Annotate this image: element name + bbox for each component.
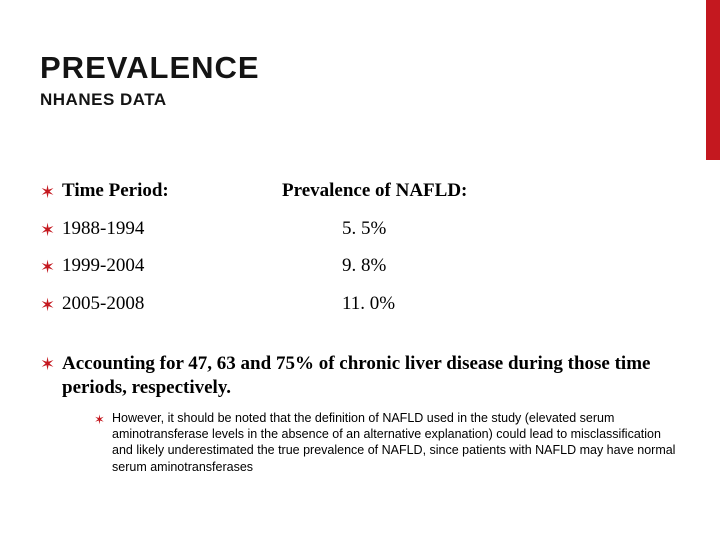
period-cell: 1988-1994 [62,218,282,240]
asterisk-icon: ✶ [94,410,112,428]
data-row: ✶ 1999-2004 9. 8% [40,255,680,279]
header-row: ✶ Time Period: Prevalence of NAFLD: [40,180,680,204]
asterisk-icon: ✶ [40,255,62,279]
summary-text: Accounting for 47, 63 and 75% of chronic… [62,352,680,400]
data-row: ✶ 2005-2008 11. 0% [40,293,680,317]
asterisk-icon: ✶ [40,352,62,376]
footnote-text: However, it should be noted that the def… [112,410,680,475]
slide: PREVALENCE NHANES DATA ✶ Time Period: Pr… [0,0,720,495]
accent-bar [706,0,720,160]
period-cell: 1999-2004 [62,255,282,277]
summary-row: ✶ Accounting for 47, 63 and 75% of chron… [40,352,680,475]
asterisk-icon: ✶ [40,180,62,204]
content-area: ✶ Time Period: Prevalence of NAFLD: ✶ 19… [40,180,680,475]
period-cell: 2005-2008 [62,293,282,315]
footnote-row: ✶ However, it should be noted that the d… [62,410,680,475]
column-header-value: Prevalence of NAFLD: [282,180,680,202]
asterisk-icon: ✶ [40,293,62,317]
slide-subtitle: NHANES DATA [40,90,680,110]
value-cell: 5. 5% [282,218,680,240]
column-header-period: Time Period: [62,180,282,202]
data-row: ✶ 1988-1994 5. 5% [40,218,680,242]
value-cell: 9. 8% [282,255,680,277]
asterisk-icon: ✶ [40,218,62,242]
value-cell: 11. 0% [282,293,680,315]
slide-title: PREVALENCE [40,50,680,86]
